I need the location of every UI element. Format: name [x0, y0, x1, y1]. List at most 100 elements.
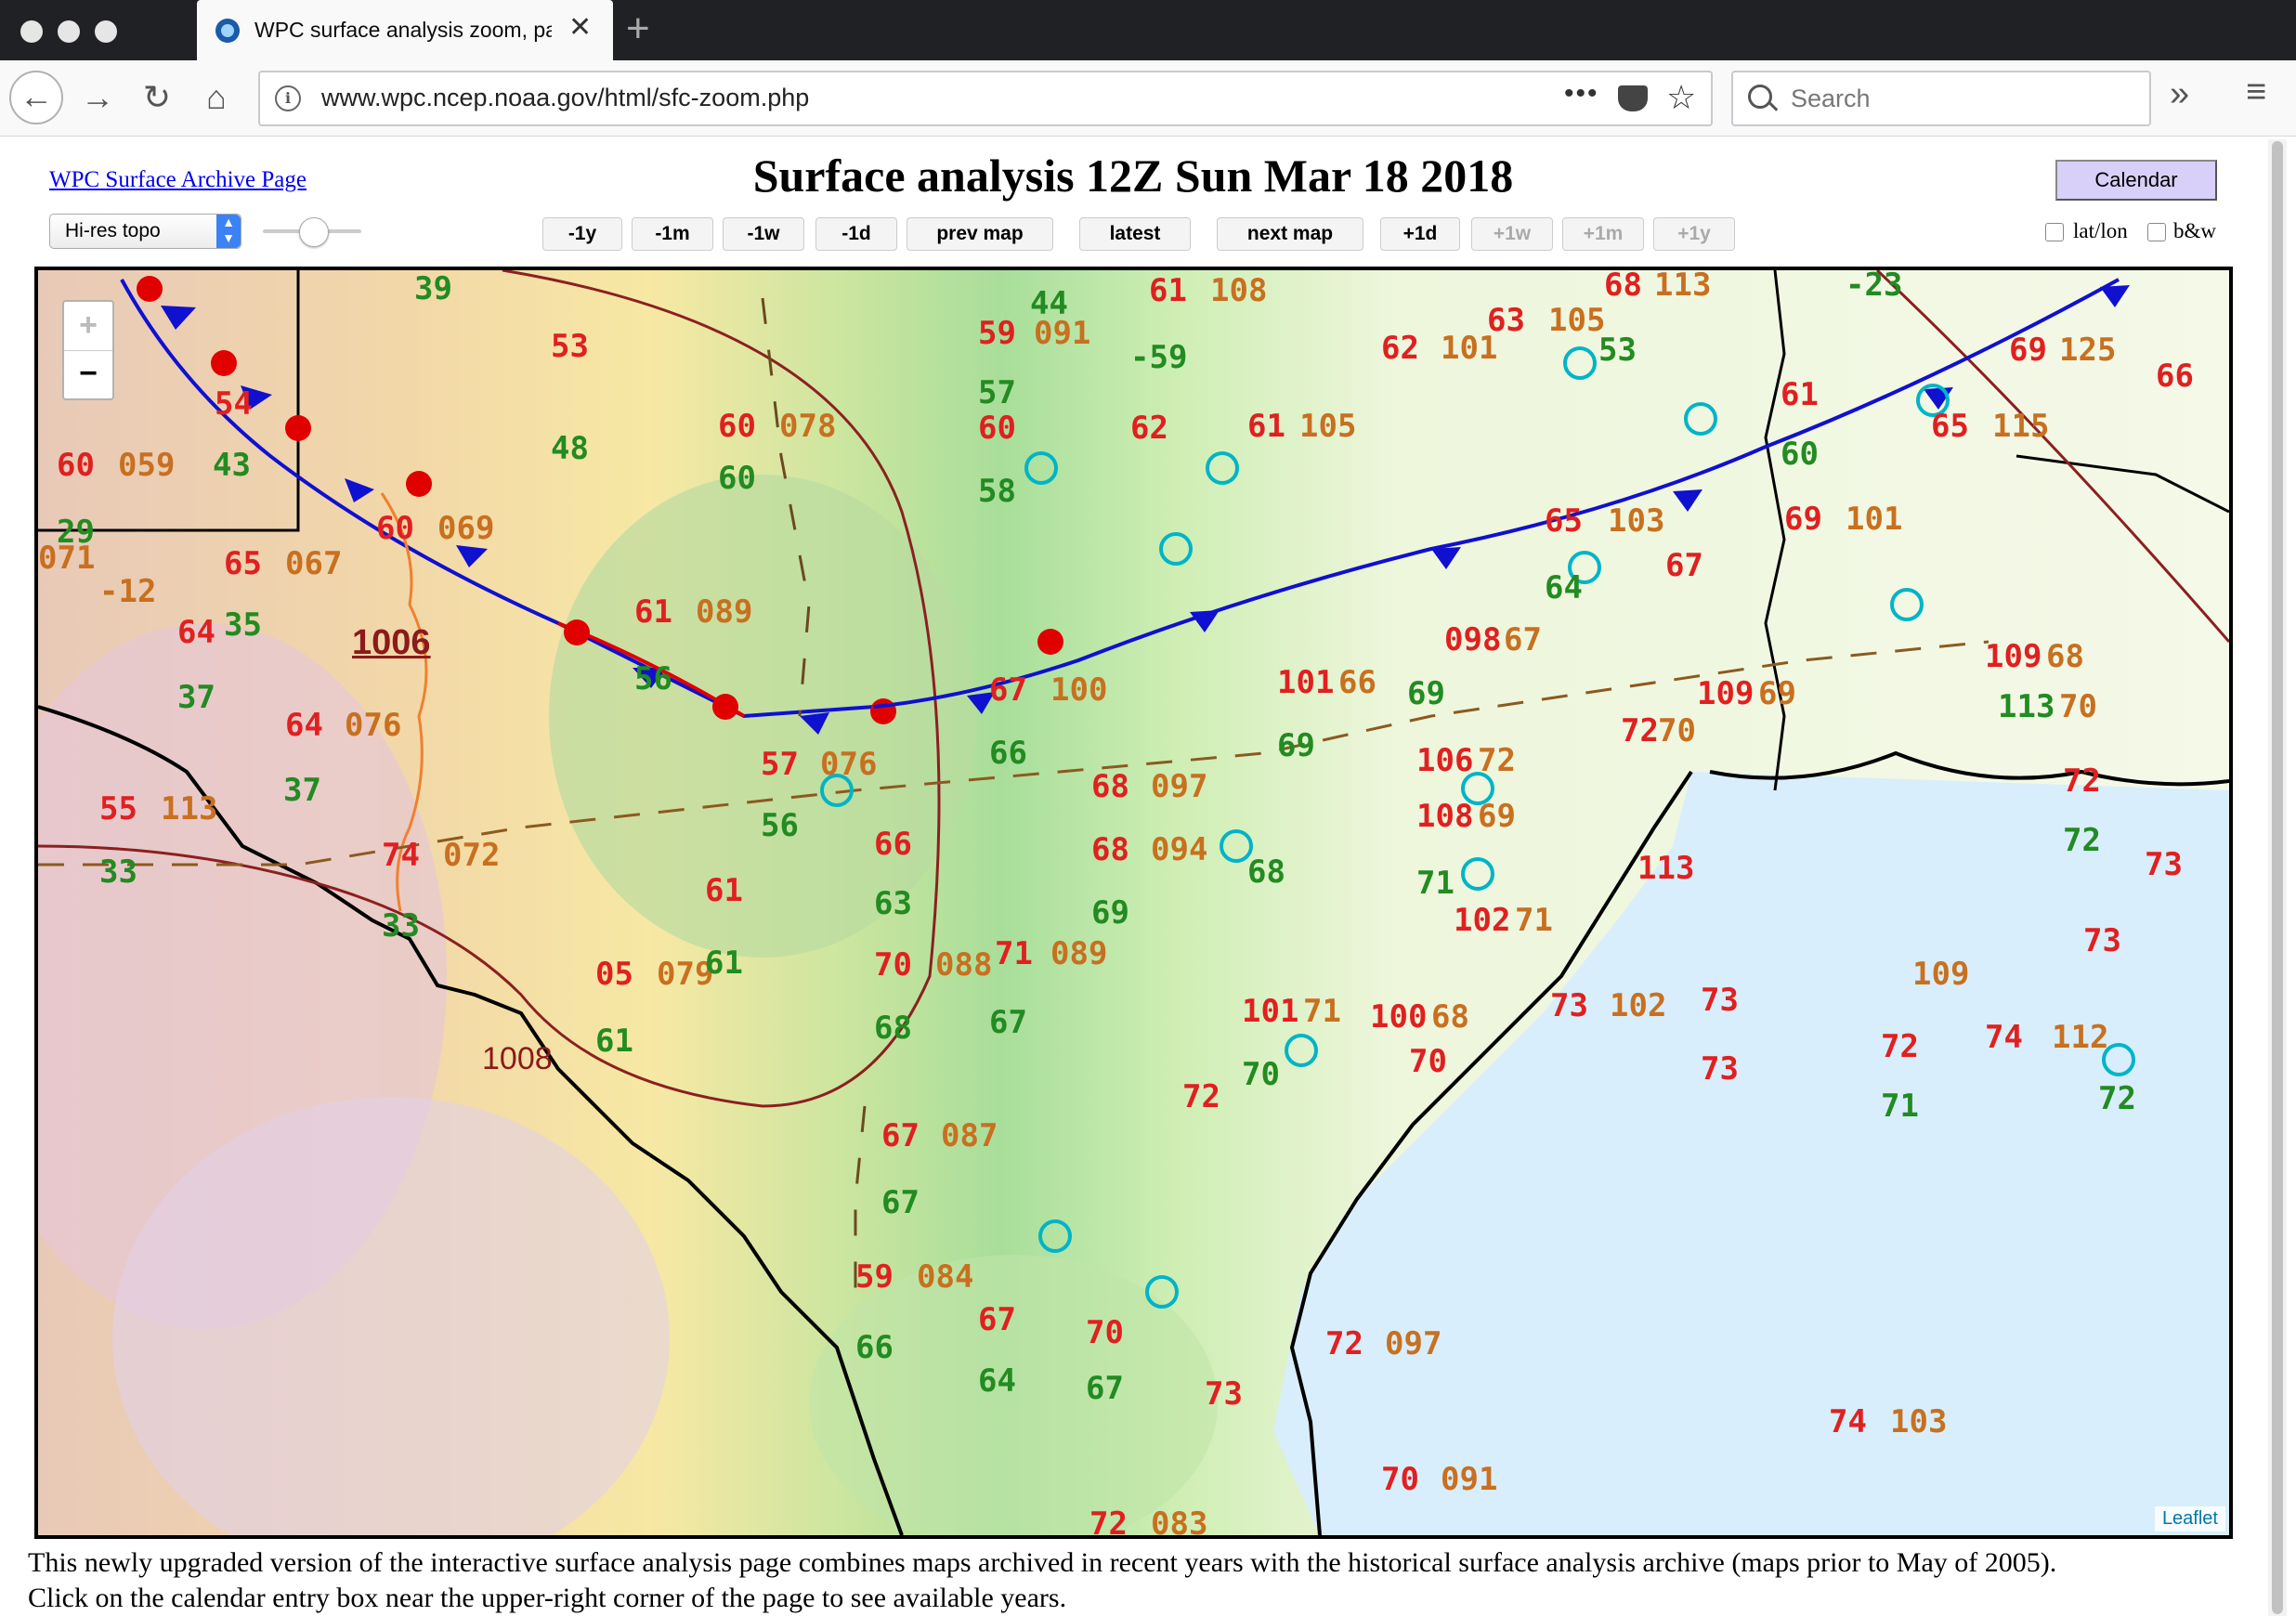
- url-text[interactable]: www.wpc.ncep.noaa.gov/html/sfc-zoom.php: [321, 84, 810, 111]
- latlon-checkbox[interactable]: [2045, 223, 2064, 241]
- state-border-ms: [2016, 454, 2229, 514]
- plus-1-year-button[interactable]: +1y: [1653, 217, 1735, 251]
- station-value: 55: [99, 790, 137, 828]
- station-value: 60: [978, 410, 1016, 447]
- station-value: 61: [595, 1023, 633, 1060]
- zoom-out-button[interactable]: −: [79, 356, 98, 391]
- station-value: 106: [1416, 742, 1474, 779]
- station-value: 57: [761, 746, 799, 783]
- station-value: 70: [1381, 1461, 1419, 1498]
- station-value: 70: [874, 946, 912, 984]
- plus-1-day-button[interactable]: +1d: [1380, 217, 1460, 251]
- close-window-button[interactable]: [20, 20, 43, 43]
- station-value: 100: [1370, 998, 1428, 1036]
- station-value: 72: [1182, 1078, 1220, 1115]
- station-value: 108: [1416, 798, 1474, 835]
- station-value: 72: [2063, 822, 2101, 859]
- station-value: 60: [376, 510, 414, 547]
- minus-1-year-button[interactable]: -1y: [542, 217, 622, 251]
- plus-1-week-button[interactable]: +1w: [1471, 217, 1553, 251]
- plus-1-month-button[interactable]: +1m: [1562, 217, 1644, 251]
- station-value: 70: [1658, 712, 1696, 749]
- leaflet-attribution-link[interactable]: Leaflet: [2154, 1506, 2225, 1531]
- site-info-icon[interactable]: i: [275, 85, 301, 111]
- station-value: 48: [551, 430, 589, 467]
- station-circle: [1568, 551, 1601, 584]
- station-value: 61: [634, 593, 672, 631]
- tab-close-icon[interactable]: ✕: [568, 12, 593, 43]
- station-value: 69: [1091, 894, 1129, 932]
- station-value: 64: [285, 707, 323, 744]
- new-tab-button[interactable]: +: [626, 6, 650, 51]
- warm-front-semicircle: [712, 694, 738, 720]
- window-titlebar: WPC surface analysis zoom, pa ✕ +: [0, 0, 2296, 61]
- station-value: 71: [995, 935, 1033, 972]
- pocket-icon[interactable]: [1618, 85, 1648, 111]
- station-value: 67: [881, 1117, 920, 1154]
- station-value: 102: [1454, 902, 1511, 939]
- station-circle: [1206, 451, 1239, 485]
- station-circle: [1916, 384, 1950, 417]
- latest-button[interactable]: latest: [1079, 217, 1191, 251]
- tab-title: WPC surface analysis zoom, pa: [254, 18, 552, 42]
- station-value: 087: [941, 1117, 998, 1154]
- station-value: 61: [1247, 408, 1285, 445]
- station-value: 70: [1242, 1056, 1280, 1093]
- station-circle: [1461, 857, 1494, 891]
- station-circle: [1890, 588, 1924, 621]
- station-value: 67: [881, 1184, 920, 1221]
- browser-tab-active[interactable]: WPC surface analysis zoom, pa ✕: [197, 0, 613, 61]
- station-value: 72: [1881, 1028, 1919, 1065]
- url-bar[interactable]: i www.wpc.ncep.noaa.gov/html/sfc-zoom.ph…: [258, 71, 1713, 126]
- station-value: 74: [382, 837, 420, 874]
- prev-map-button[interactable]: prev map: [907, 217, 1053, 251]
- station-value: 73: [2145, 846, 2183, 883]
- search-input[interactable]: Search: [1791, 85, 1871, 112]
- station-value: 60: [718, 460, 756, 497]
- overflow-menu-icon[interactable]: »: [2170, 74, 2190, 113]
- station-value: 089: [696, 593, 753, 631]
- station-value: 56: [761, 807, 799, 844]
- archive-page-link[interactable]: WPC Surface Archive Page: [49, 167, 307, 192]
- back-button[interactable]: ←: [9, 71, 63, 124]
- noaa-favicon-icon: [215, 19, 240, 43]
- station-value: 61: [1149, 272, 1187, 309]
- minus-1-week-button[interactable]: -1w: [723, 217, 804, 251]
- opacity-slider-thumb[interactable]: [299, 217, 329, 247]
- minus-1-day-button[interactable]: -1d: [815, 217, 897, 251]
- station-value: 72: [1089, 1505, 1128, 1539]
- station-value: 37: [283, 772, 321, 809]
- station-value: 73: [2083, 922, 2121, 959]
- home-button[interactable]: ⌂: [206, 78, 227, 116]
- station-circle: [1285, 1034, 1318, 1067]
- search-bar[interactable]: Search: [1731, 71, 2151, 126]
- station-value: 64: [177, 614, 215, 651]
- us-mexico-border: [38, 705, 904, 1535]
- page-actions-icon[interactable]: •••: [1564, 78, 1599, 109]
- zoom-window-button[interactable]: [95, 20, 117, 43]
- bw-checkbox[interactable]: [2147, 223, 2166, 241]
- scrollbar-thumb[interactable]: [2272, 141, 2283, 1614]
- station-value: 68: [874, 1010, 912, 1047]
- southern-hills-terrain: [809, 1255, 1218, 1535]
- isobar-label: 1008: [482, 1041, 553, 1076]
- minimize-window-button[interactable]: [58, 20, 80, 43]
- zoom-in-button[interactable]: +: [64, 302, 112, 351]
- page-scrollbar[interactable]: [2268, 139, 2287, 1616]
- layer-select[interactable]: Hi-res topo ▲ ▼: [49, 214, 241, 249]
- minus-1-month-button[interactable]: -1m: [632, 217, 713, 251]
- bookmark-star-icon[interactable]: ☆: [1666, 78, 1697, 116]
- surface-analysis-map[interactable]: 39 53 48 60 078 60 44 59 091 57 60 58 61…: [34, 267, 2233, 1539]
- forward-button[interactable]: →: [81, 78, 114, 116]
- reload-button[interactable]: ↻: [142, 78, 172, 116]
- hamburger-menu-icon[interactable]: ≡: [2246, 72, 2267, 111]
- cold-front-triangle: [1673, 489, 1702, 512]
- station-value: 73: [1701, 1050, 1739, 1088]
- calendar-button[interactable]: Calendar: [2055, 160, 2217, 201]
- next-map-button[interactable]: next map: [1217, 217, 1363, 251]
- station-value: 109: [1697, 675, 1755, 712]
- dryline: [380, 492, 428, 912]
- station-value: 65: [1545, 502, 1583, 540]
- station-value: 68: [1091, 768, 1129, 805]
- station-value: 68: [1247, 854, 1285, 891]
